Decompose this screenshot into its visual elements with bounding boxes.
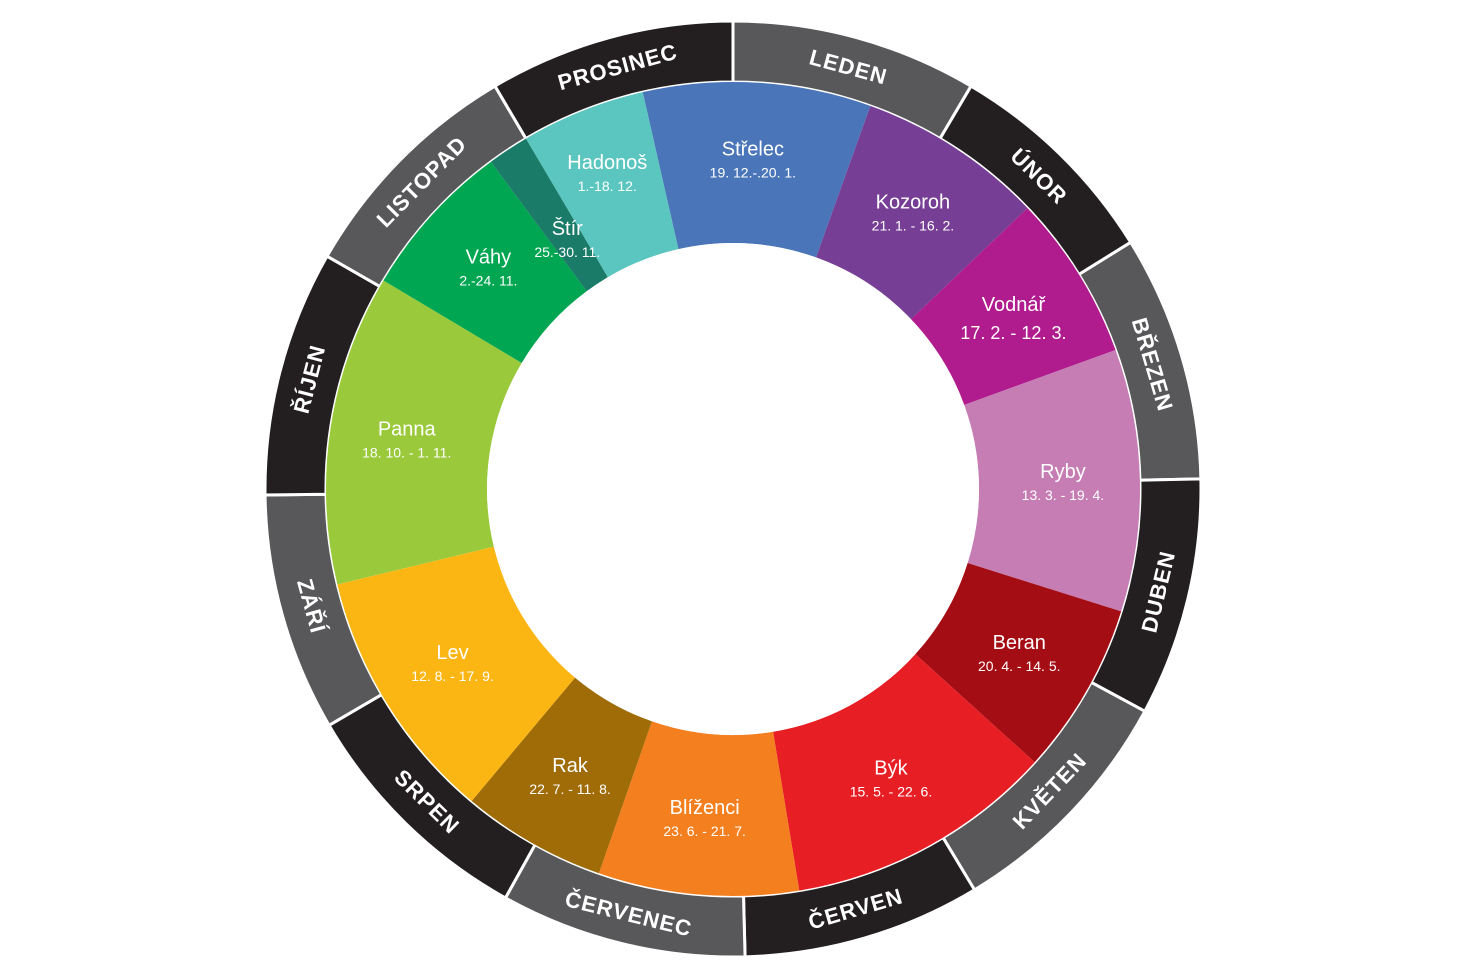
sign-name-strelec: Střelec (722, 139, 784, 161)
sign-dates-rak: 22. 7. - 11. 8. (529, 781, 610, 797)
sign-dates-blizenci: 23. 6. - 21. 7. (663, 823, 746, 839)
sign-name-hadonos: Hadonoš (567, 152, 647, 174)
sign-name-ryby: Ryby (1040, 461, 1086, 483)
center-hole (487, 243, 979, 735)
month-ring: LEDENÚNORBŘEZENDUBENKVĚTENČERVENČERVENEC… (263, 19, 1203, 959)
sign-name-rak: Rak (552, 755, 589, 777)
sign-segment-rak (471, 677, 652, 874)
sign-name-vahy: Váhy (466, 246, 512, 268)
sign-dates-beran: 20. 4. - 14. 5. (978, 658, 1061, 674)
sign-segment-blizenci (598, 721, 800, 896)
sign-segment-vodnar (911, 208, 1116, 405)
sign-dates-strelec: 19. 12.-.20. 1. (710, 165, 796, 181)
sign-name-byk: Býk (874, 758, 908, 780)
sign-dates-byk: 15. 5. - 22. 6. (850, 784, 933, 800)
sign-name-lev: Lev (436, 642, 468, 664)
sign-name-beran: Beran (993, 632, 1046, 654)
sign-ring (325, 81, 1140, 896)
sign-segment-kozoroh (816, 105, 1028, 320)
sign-segment-stir (490, 138, 608, 292)
sign-dates-stir: 25.-30. 11. (534, 244, 600, 260)
sign-segment-ryby (964, 349, 1140, 612)
sign-segment-beran (915, 563, 1122, 763)
sign-dates-ryby: 13. 3. - 19. 4. (1022, 487, 1105, 503)
sign-name-stir: Štír (552, 217, 583, 240)
sign-segment-vahy (383, 161, 587, 363)
sign-dates-panna: 18. 10. - 1. 11. (362, 444, 451, 460)
sign-name-blizenci: Blíženci (670, 797, 740, 819)
sign-name-vodnar: Vodnář (982, 294, 1047, 316)
sign-name-kozoroh: Kozoroh (876, 191, 951, 213)
sign-name-panna: Panna (378, 418, 437, 440)
sign-dates-vahy: 2.-24. 11. (459, 272, 517, 288)
sign-labels: Střelec 19. 12.-.20. 1. Kozoroh 21. 1. - 16… (362, 139, 1104, 839)
sign-segment-strelec (642, 81, 871, 258)
sign-dates-hadonos: 1.-18. 12. (578, 178, 637, 194)
sign-segment-panna (325, 280, 522, 585)
sign-segment-lev (337, 546, 576, 802)
sign-segment-hadonos (525, 92, 679, 278)
sign-segment-byk (773, 654, 1035, 891)
sign-dates-lev: 12. 8. - 17. 9. (411, 668, 494, 684)
sign-dates-vodnar: 17. 2. - 12. 3. (960, 323, 1066, 343)
sign-dates-kozoroh: 21. 1. - 16. 2. (872, 217, 955, 233)
